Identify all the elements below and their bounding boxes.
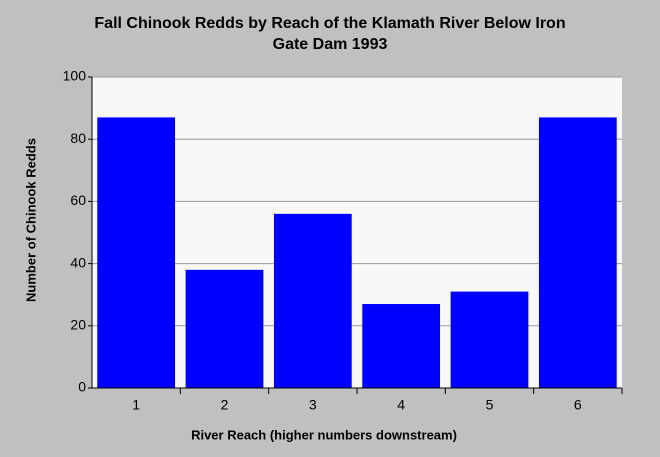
- y-tick-label: 40: [70, 254, 86, 270]
- y-tick-label: 0: [78, 379, 86, 395]
- y-tick-label: 60: [70, 192, 86, 208]
- chart-title: Fall Chinook Redds by Reach of the Klama…: [94, 15, 565, 32]
- x-tick-label: 3: [309, 397, 317, 413]
- bar: [273, 213, 352, 388]
- x-tick-label: 1: [132, 397, 140, 413]
- bar: [538, 117, 617, 389]
- x-tick-label: 4: [397, 397, 405, 413]
- bar: [450, 291, 529, 388]
- bar: [362, 304, 441, 388]
- bar: [97, 117, 176, 389]
- y-tick-label: 80: [70, 130, 86, 146]
- x-tick-label: 2: [221, 397, 229, 413]
- plot: 0 20 40 60 80 100 1 2 3 4 5 6: [63, 68, 623, 413]
- y-axis-label: Number of Chinook Redds: [23, 138, 38, 302]
- chart-title: Gate Dam 1993: [273, 36, 388, 53]
- x-axis-label: River Reach (higher numbers downstream): [191, 427, 457, 442]
- bar: [185, 269, 264, 388]
- x-tick-label: 5: [486, 397, 494, 413]
- plot-area: [92, 77, 622, 388]
- y-tick-label: 20: [70, 317, 86, 333]
- y-tick-label: 100: [63, 68, 87, 84]
- x-tick-label: 6: [574, 397, 582, 413]
